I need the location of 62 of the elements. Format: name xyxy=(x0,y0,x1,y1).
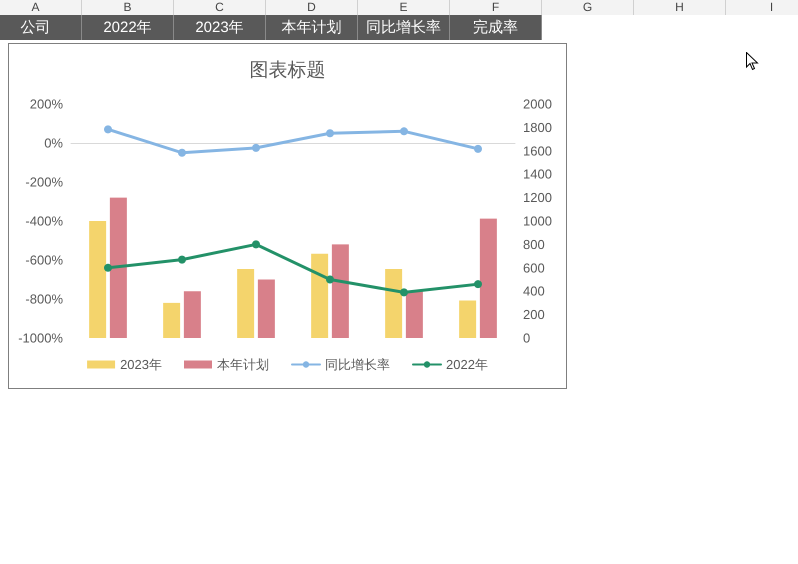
y2-tick-label: 1400 xyxy=(523,166,552,182)
point xyxy=(474,144,482,153)
text: 完成率 xyxy=(450,15,542,40)
text: 本年计划 xyxy=(266,15,358,40)
point xyxy=(400,288,408,296)
text: C xyxy=(174,0,266,15)
bar xyxy=(184,291,201,338)
y-tick-label: 0% xyxy=(44,136,64,150)
text: I xyxy=(726,0,798,15)
y-tick-label: -600% xyxy=(25,252,64,268)
bar xyxy=(89,221,106,338)
y2-tick-label: 0 xyxy=(523,330,530,346)
point xyxy=(326,276,334,284)
bar xyxy=(385,268,402,338)
bar xyxy=(258,280,275,338)
text: 2023年 xyxy=(174,15,266,40)
y-tick-label: 200% xyxy=(30,96,64,112)
text: A xyxy=(0,0,82,15)
legend-label: 2022年 xyxy=(446,357,488,372)
y-tick-label: -400% xyxy=(25,214,64,228)
y2-tick-label: 400 xyxy=(523,284,545,299)
point xyxy=(252,144,260,152)
text: 2022年 xyxy=(82,15,174,40)
point xyxy=(104,264,112,272)
text: B xyxy=(82,0,174,15)
bar xyxy=(311,254,328,338)
text: H xyxy=(634,0,726,15)
y-tick-label: -1000% xyxy=(18,330,64,346)
bar xyxy=(459,300,476,338)
point xyxy=(178,256,186,264)
point xyxy=(326,129,334,138)
bar xyxy=(237,268,254,338)
point xyxy=(178,148,186,157)
bar xyxy=(110,198,127,338)
legend-label: 本年计划 xyxy=(217,357,269,372)
point xyxy=(474,280,482,288)
text: E xyxy=(358,0,450,15)
legend-label: 同比增长率 xyxy=(325,357,390,372)
y-tick-label: -800% xyxy=(25,292,64,306)
point xyxy=(252,240,260,248)
y2-tick-label: 1200 xyxy=(523,190,552,206)
text: F xyxy=(450,0,542,15)
y2-tick-label: 1800 xyxy=(523,120,552,135)
bar xyxy=(406,291,423,338)
y2-tick-label: 600 xyxy=(523,260,545,276)
bar xyxy=(480,218,497,338)
y2-tick-label: 800 xyxy=(523,236,545,252)
text: 公司 xyxy=(0,15,82,40)
chart-title: 图表标题 xyxy=(250,60,326,81)
y2-tick-label: 1000 xyxy=(523,214,552,228)
legend-label: 2023年 xyxy=(120,357,162,372)
text: D xyxy=(266,0,358,15)
y2-tick-label: 200 xyxy=(523,307,545,322)
text: 同比增长率 xyxy=(358,15,450,40)
y-tick-label: -200% xyxy=(25,174,64,190)
text: G xyxy=(542,0,634,15)
bar xyxy=(332,244,349,338)
y2-tick-label: 2000 xyxy=(523,96,552,112)
y2-tick-label: 1600 xyxy=(523,143,552,158)
point xyxy=(400,127,408,136)
bar xyxy=(163,302,180,338)
point xyxy=(104,125,112,134)
